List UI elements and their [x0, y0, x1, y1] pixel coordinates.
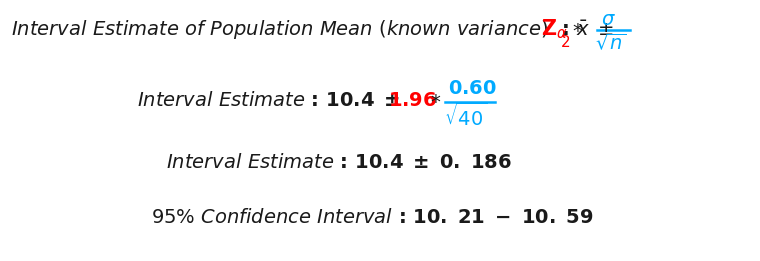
Text: $2$: $2$ [559, 34, 570, 50]
Text: $*$: $*$ [572, 20, 584, 39]
Text: $\mathit{Interval\ Estimate}$ : $\mathbf{10.4\ \pm\ 0.\ 186}$: $\mathit{Interval\ Estimate}$ : $\mathbf… [166, 153, 512, 172]
Text: $\mathit{Interval\ Estimate}$ : $\mathbf{10.4\ \pm\ }$: $\mathit{Interval\ Estimate}$ : $\mathbf… [137, 91, 400, 110]
Text: $\mathit{\sigma}$: $\mathit{\sigma}$ [601, 10, 616, 29]
Text: $\mathbf{Z}_{\alpha}$: $\mathbf{Z}_{\alpha}$ [541, 17, 568, 41]
Text: $95\%\ \mathit{Confidence\ Interval}$ : $\mathbf{10.\ 21\ -\ 10.\ 59}$: $95\%\ \mathit{Confidence\ Interval}$ : … [151, 207, 594, 227]
Text: $\sqrt{n}$: $\sqrt{n}$ [596, 33, 627, 53]
Text: $\mathbf{0.60}$: $\mathbf{0.60}$ [448, 79, 498, 98]
Text: $*$: $*$ [430, 91, 442, 110]
Text: $\sqrt{40}$: $\sqrt{40}$ [444, 103, 486, 130]
Text: $\mathit{Interval\ Estimate\ of\ Population\ Mean\ (known\ variance)}$  : $\bar{: $\mathit{Interval\ Estimate\ of\ Populat… [11, 17, 614, 41]
Text: $\mathbf{1.96}$: $\mathbf{1.96}$ [388, 91, 438, 110]
